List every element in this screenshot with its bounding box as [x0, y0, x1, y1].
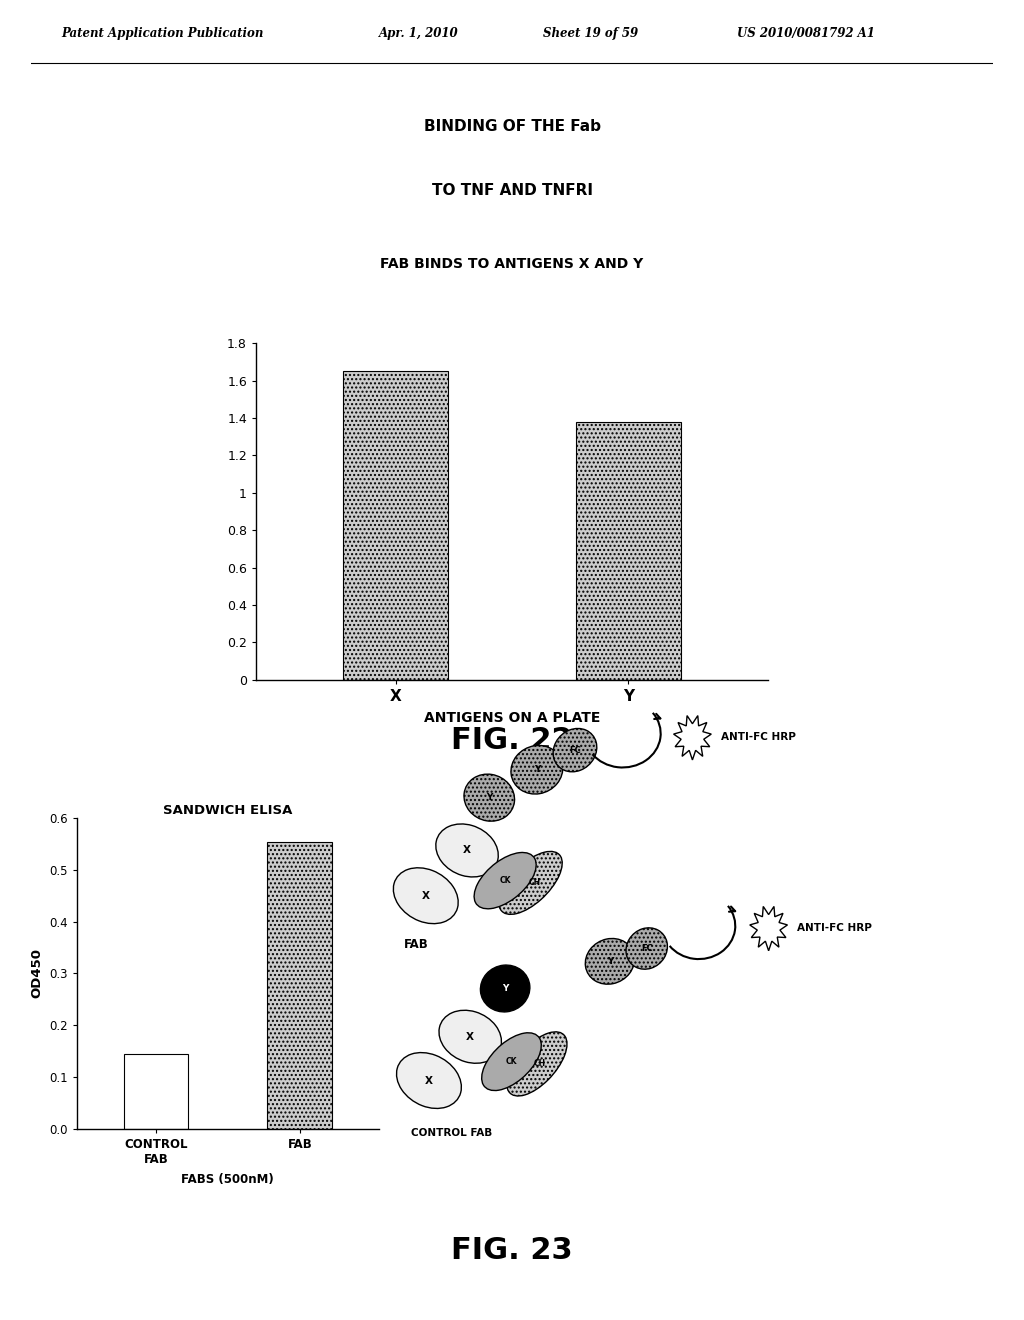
- Text: Sheet 19 of 59: Sheet 19 of 59: [543, 26, 638, 40]
- Text: X: X: [425, 1076, 433, 1085]
- Ellipse shape: [439, 1010, 502, 1064]
- Bar: [343, 371, 449, 680]
- Text: TO TNF AND TNFRI: TO TNF AND TNFRI: [431, 182, 593, 198]
- Ellipse shape: [393, 867, 458, 924]
- Text: FC: FC: [641, 944, 652, 953]
- Text: CK: CK: [506, 1057, 517, 1067]
- Text: Patent Application Publication: Patent Application Publication: [61, 26, 264, 40]
- Ellipse shape: [481, 1032, 542, 1090]
- Text: X: X: [463, 845, 471, 855]
- Title: SANDWICH ELISA: SANDWICH ELISA: [163, 804, 293, 817]
- Text: FC: FC: [569, 746, 581, 755]
- Text: BINDING OF THE Fab: BINDING OF THE Fab: [424, 119, 600, 135]
- Ellipse shape: [480, 965, 529, 1012]
- Ellipse shape: [396, 1052, 462, 1109]
- Text: CK: CK: [500, 876, 511, 886]
- Text: X: X: [466, 1032, 474, 1041]
- Text: Y: Y: [486, 793, 493, 803]
- Text: X: X: [422, 891, 430, 900]
- Ellipse shape: [436, 824, 499, 876]
- Text: US 2010/0081792 A1: US 2010/0081792 A1: [737, 26, 876, 40]
- Ellipse shape: [626, 928, 668, 969]
- Ellipse shape: [507, 1032, 567, 1096]
- Ellipse shape: [511, 746, 563, 795]
- Text: Apr. 1, 2010: Apr. 1, 2010: [379, 26, 459, 40]
- Bar: [267, 842, 332, 1129]
- X-axis label: FABS (500nM): FABS (500nM): [181, 1172, 274, 1185]
- Ellipse shape: [474, 853, 537, 908]
- Text: FIG. 22: FIG. 22: [452, 726, 572, 755]
- Bar: [575, 422, 681, 680]
- Ellipse shape: [553, 729, 597, 772]
- Bar: [124, 1053, 188, 1129]
- X-axis label: ANTIGENS ON A PLATE: ANTIGENS ON A PLATE: [424, 710, 600, 725]
- Y-axis label: OD450: OD450: [31, 949, 44, 998]
- Text: CH: CH: [529, 878, 541, 887]
- Ellipse shape: [586, 939, 635, 985]
- Text: Y: Y: [502, 983, 508, 993]
- Polygon shape: [750, 907, 787, 950]
- Text: Y: Y: [534, 766, 540, 775]
- Text: FAB BINDS TO ANTIGENS X AND Y: FAB BINDS TO ANTIGENS X AND Y: [380, 257, 644, 271]
- Text: CH: CH: [534, 1060, 546, 1068]
- Text: Y: Y: [606, 957, 613, 966]
- Text: FIG. 23: FIG. 23: [452, 1237, 572, 1265]
- Text: CONTROL FAB: CONTROL FAB: [411, 1129, 492, 1138]
- Text: FAB: FAB: [403, 939, 429, 952]
- Polygon shape: [674, 715, 712, 760]
- Text: ANTI-FC HRP: ANTI-FC HRP: [721, 733, 796, 742]
- Ellipse shape: [499, 851, 562, 915]
- Text: ANTI-FC HRP: ANTI-FC HRP: [797, 923, 872, 933]
- Ellipse shape: [464, 774, 515, 821]
